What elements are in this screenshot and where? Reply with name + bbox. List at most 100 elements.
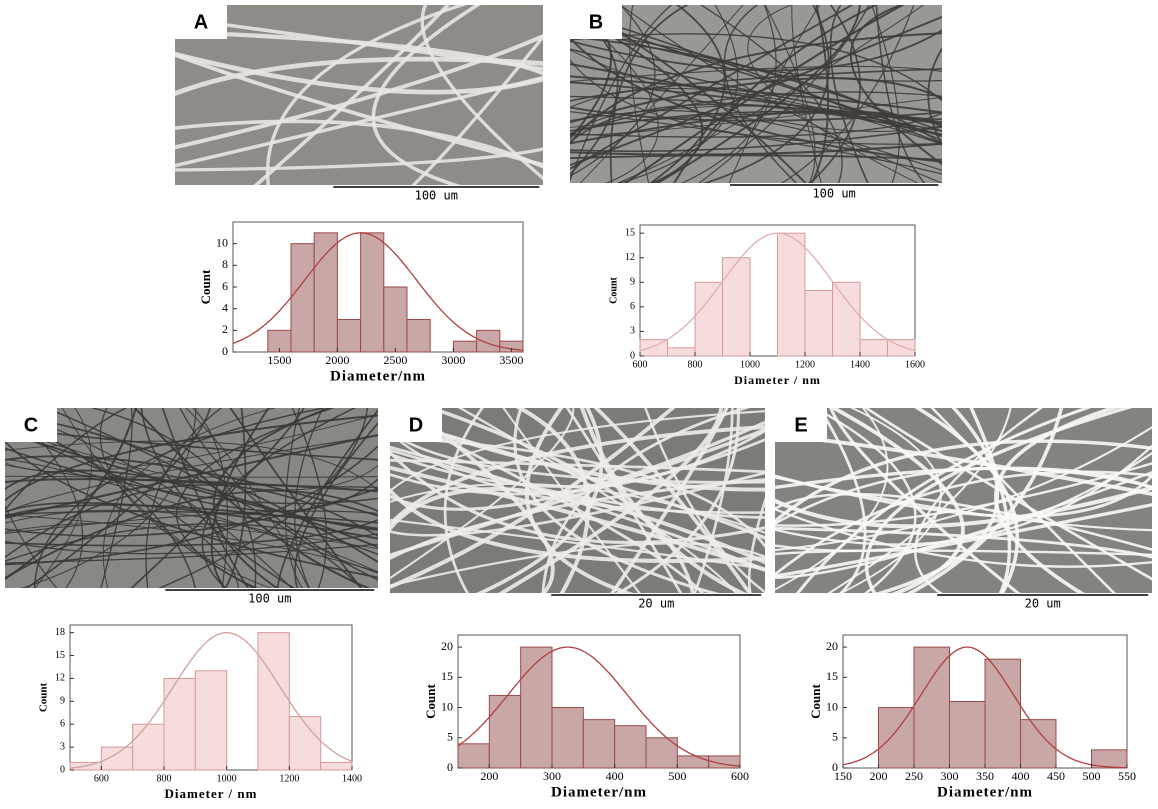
histogram: 200 300 400 500 600 0 5 10 15 20 Diameter/nm Count: [423, 634, 749, 800]
fiber: [696, 5, 830, 185]
fiber: [791, 5, 823, 185]
x-tick-label: 350: [976, 769, 994, 783]
x-tick-label: 3500: [499, 353, 523, 367]
scale-bar-strip: [775, 593, 1152, 609]
x-tick-label: 300: [543, 769, 561, 783]
bar: [551, 707, 584, 769]
y-axis-label: Count: [38, 682, 50, 712]
y-tick-label: 3: [630, 326, 635, 337]
fiber: [229, 408, 364, 590]
bar: [163, 677, 196, 771]
fiber: [775, 549, 1152, 556]
fiber: [775, 476, 1152, 532]
fiber: [192, 408, 229, 590]
fit-curve: [842, 646, 1128, 769]
fiber: [629, 5, 650, 185]
fiber: [5, 414, 378, 473]
x-tick-label: 550: [1118, 769, 1136, 783]
fiber: [570, 110, 942, 145]
sem-image: B 100 um: [570, 5, 942, 201]
panel-label: D: [409, 414, 423, 436]
x-tick-label: 1000: [217, 773, 237, 784]
fiber: [223, 408, 247, 590]
y-tick-label: 2: [222, 322, 228, 336]
fiber: [570, 33, 942, 102]
sem-image: A 100 um: [175, 5, 543, 203]
bar: [257, 632, 290, 771]
fiber: [775, 507, 1152, 568]
y-tick-label: 10: [441, 699, 453, 713]
fiber: [5, 501, 378, 540]
fiber: [577, 5, 744, 185]
label-box: [775, 408, 827, 442]
fiber: [775, 503, 1152, 578]
y-tick-label: 6: [630, 301, 635, 312]
fiber: [390, 429, 765, 484]
fiber: [502, 408, 643, 595]
fiber: [425, 408, 695, 595]
bar: [667, 347, 696, 357]
fiber: [102, 408, 277, 590]
y-tick-label: 20: [441, 639, 453, 653]
fiber: [823, 408, 1012, 595]
x-tick-label: 450: [1047, 769, 1065, 783]
fiber: [747, 497, 765, 595]
fiber: [652, 5, 861, 185]
fiber: [570, 112, 942, 138]
fiber: [420, 5, 543, 181]
fiber: [570, 63, 942, 136]
fiber: [179, 408, 378, 581]
fiber: [871, 5, 900, 185]
x-axis-label: Diameter/nm: [551, 784, 647, 800]
bar: [290, 243, 315, 353]
fiber: [700, 5, 843, 185]
fiber: [390, 487, 765, 563]
fiber: [570, 142, 942, 156]
bar: [288, 716, 322, 771]
fiber: [671, 5, 878, 185]
y-tick-label: 5: [832, 730, 838, 744]
label-box: [175, 5, 227, 39]
y-tick-label: 20: [826, 639, 838, 653]
fiber: [390, 487, 765, 565]
fiber: [570, 77, 942, 124]
fiber: [185, 408, 310, 590]
bar: [582, 719, 616, 769]
y-axis-label: Count: [808, 683, 823, 718]
y-tick-label: 3: [60, 741, 65, 752]
y-tick-label: 0: [832, 760, 838, 774]
fiber: [829, 5, 870, 185]
bar: [320, 761, 353, 771]
fiber: [175, 75, 543, 168]
x-tick-label: 200: [870, 769, 888, 783]
x-axis-label: Diameter / nm: [165, 786, 258, 801]
x-tick-label: 2500: [383, 353, 407, 367]
fiber: [5, 510, 378, 535]
x-tick-label: 500: [1083, 769, 1101, 783]
fiber: [747, 5, 923, 185]
fiber: [692, 408, 734, 595]
fiber: [45, 408, 365, 590]
bar: [614, 725, 647, 769]
x-axis-label: Diameter/nm: [937, 784, 1033, 800]
bar: [859, 339, 888, 357]
fiber: [276, 408, 378, 590]
y-tick-label: 15: [826, 669, 838, 683]
fiber: [930, 408, 1118, 595]
bar: [100, 746, 134, 771]
fit-curve: [232, 232, 524, 351]
x-tick-label: 600: [633, 359, 648, 370]
y-axis-label: Count: [608, 276, 619, 303]
fiber: [777, 5, 915, 185]
bar: [457, 743, 490, 769]
fiber: [612, 5, 925, 185]
scale-bar-strip: [570, 183, 942, 199]
fiber: [775, 485, 1152, 529]
y-axis-label: Count: [198, 269, 213, 304]
fiber: [176, 408, 335, 590]
fiber: [175, 34, 543, 150]
scale-bar-label: 100 um: [812, 187, 855, 201]
x-tick-label: 1000: [740, 359, 760, 370]
sem-content: [570, 5, 942, 185]
